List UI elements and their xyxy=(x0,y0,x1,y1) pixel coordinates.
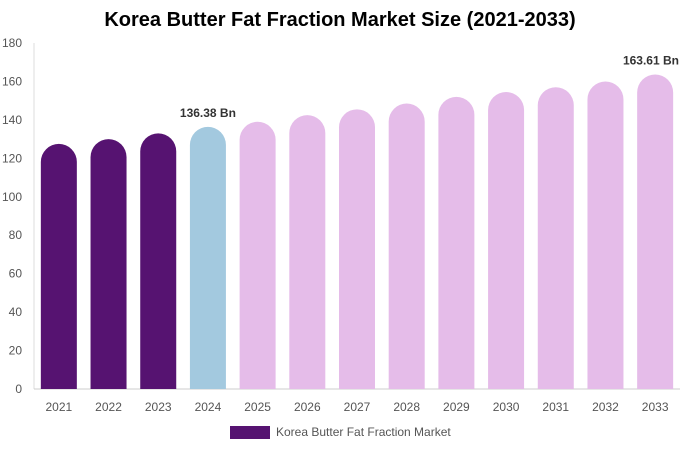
legend-swatch xyxy=(230,425,270,439)
x-tick-label: 2022 xyxy=(95,400,122,414)
bar-2024 xyxy=(189,126,226,389)
bar-2021 xyxy=(40,143,77,389)
x-tick-label: 2030 xyxy=(493,400,520,414)
bar-2026 xyxy=(289,115,326,390)
y-axis: 0 20 40 60 80 100 120 140 160 180 xyxy=(2,36,35,396)
data-label-2024: 136.38 Bn xyxy=(180,106,236,120)
y-tick-label: 0 xyxy=(15,382,22,396)
bar-2029 xyxy=(438,96,475,390)
y-tick-label: 160 xyxy=(2,74,22,88)
y-tick-label: 80 xyxy=(9,228,23,242)
bar-2030 xyxy=(488,92,525,389)
x-tick-label: 2021 xyxy=(45,400,72,414)
y-tick-label: 60 xyxy=(9,267,23,281)
x-tick-label: 2029 xyxy=(443,400,470,414)
y-tick-label: 180 xyxy=(2,36,22,50)
bars xyxy=(40,74,674,390)
x-tick-label: 2025 xyxy=(244,400,271,414)
bar-2023 xyxy=(140,133,177,389)
x-tick-label: 2023 xyxy=(145,400,172,414)
legend-label: Korea Butter Fat Fraction Market xyxy=(276,425,451,439)
x-tick-label: 2031 xyxy=(542,400,569,414)
bar-2032 xyxy=(587,81,624,389)
data-labels: 136.38 Bn 163.61 Bn xyxy=(180,54,679,120)
y-tick-label: 20 xyxy=(9,344,23,358)
x-axis: 2021 2022 2023 2024 2025 2026 2027 2028 2029 2030… xyxy=(34,388,680,414)
bar-2031 xyxy=(537,87,574,389)
bar-2022 xyxy=(90,139,127,389)
chart-title: Korea Butter Fat Fraction Market Size (2… xyxy=(104,9,576,31)
bar-2033 xyxy=(637,74,674,389)
data-label-2033: 163.61 Bn xyxy=(623,54,679,68)
x-tick-label: 2026 xyxy=(294,400,321,414)
x-tick-label: 2033 xyxy=(642,400,669,414)
y-tick-label: 100 xyxy=(2,190,22,204)
x-tick-label: 2028 xyxy=(393,400,420,414)
bar-2027 xyxy=(339,109,375,390)
bar-2028 xyxy=(388,103,425,390)
y-tick-label: 140 xyxy=(2,113,22,127)
x-tick-label: 2024 xyxy=(195,400,222,414)
legend: Korea Butter Fat Fraction Market xyxy=(230,425,451,439)
bar-2025 xyxy=(239,121,276,390)
y-tick-label: 40 xyxy=(9,305,23,319)
x-tick-label: 2032 xyxy=(592,400,619,414)
y-tick-label: 120 xyxy=(2,151,22,165)
x-tick-label: 2027 xyxy=(344,400,371,414)
